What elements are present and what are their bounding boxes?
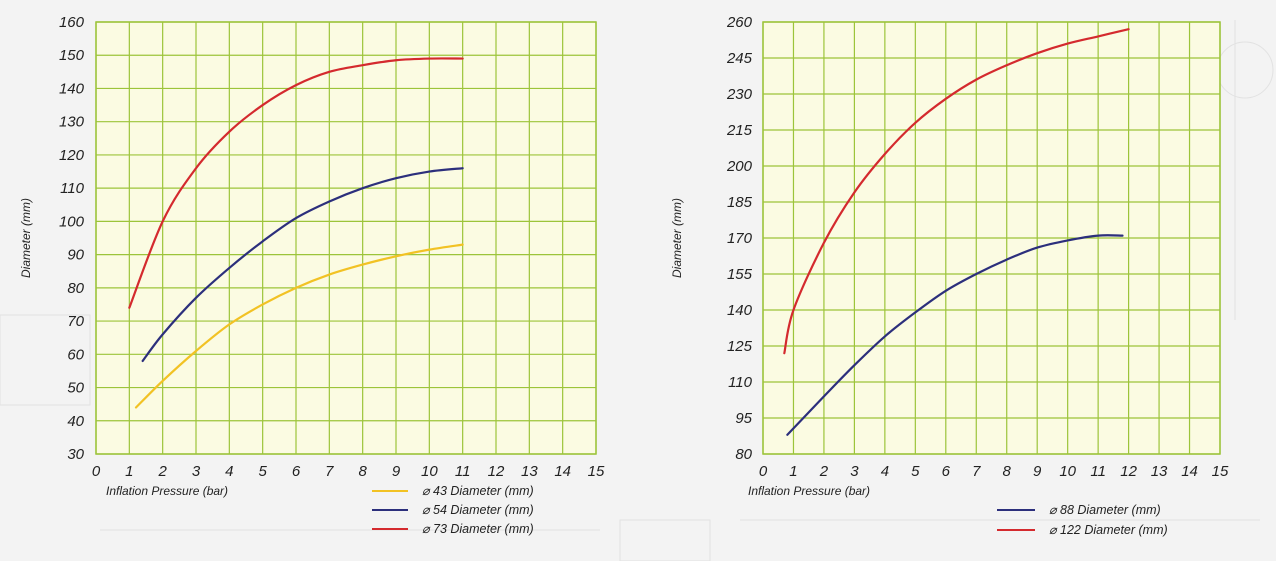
x-tick-label: 7: [972, 463, 981, 480]
y-tick-label: 90: [67, 247, 84, 264]
x-axis-title: Inflation Pressure (bar): [106, 484, 228, 498]
y-tick-label: 95: [735, 410, 752, 427]
x-tick-label: 11: [455, 463, 471, 480]
y-tick-label: 70: [67, 313, 84, 330]
x-tick-label: 12: [488, 463, 505, 480]
x-tick-label: 3: [192, 463, 201, 480]
y-tick-label: 100: [59, 213, 85, 230]
x-tick-label: 3: [850, 463, 859, 480]
legend-label: ⌀ 88 Diameter (mm): [1049, 503, 1161, 517]
y-tick-label: 200: [726, 158, 753, 175]
y-tick-label: 110: [728, 374, 753, 391]
series-line-2: [783, 28, 1130, 355]
y-tick-label: 40: [67, 413, 84, 430]
x-tick-label: 2: [819, 463, 829, 480]
y-tick-label: 110: [60, 180, 85, 197]
x-tick-label: 15: [588, 463, 605, 480]
x-tick-label: 6: [942, 463, 951, 480]
chart-1: 0 1 2 3 4 5 6 7 8 9 10 11 12 13 14 15304050607080901001…: [19, 14, 605, 536]
y-tick-label: 150: [59, 47, 85, 64]
x-tick-label: 14: [1181, 463, 1198, 480]
x-tick-label: 8: [358, 463, 367, 480]
background-sketch: [0, 20, 1274, 561]
x-tick-label: 5: [258, 463, 267, 480]
x-axis-title: Inflation Pressure (bar): [748, 484, 870, 498]
y-tick-label: 120: [59, 147, 85, 164]
plot-border: [95, 21, 597, 455]
x-tick-label: 8: [1003, 463, 1012, 480]
y-tick-label: 215: [726, 122, 753, 139]
y-tick-label: 185: [727, 194, 753, 211]
y-tick-label: 50: [67, 380, 84, 397]
y-tick-label: 80: [67, 280, 84, 297]
series-line-2: [141, 167, 464, 363]
x-tick-label: 10: [1059, 463, 1076, 480]
x-tick-label: 10: [421, 463, 438, 480]
y-tick-label: 125: [727, 338, 753, 355]
x-tick-label: 13: [1151, 463, 1168, 480]
x-tick-label: 5: [911, 463, 920, 480]
plot-border: [762, 21, 1221, 455]
chart-2: 0 1 2 3 4 5 6 7 8 9 10 11 12 13 14 15809511012514015517…: [670, 14, 1229, 537]
x-tick-label: 12: [1120, 463, 1137, 480]
legend-label: ⌀ 54 Diameter (mm): [422, 503, 534, 517]
y-tick-label: 160: [59, 14, 85, 31]
legend-label: ⌀ 122 Diameter (mm): [1049, 523, 1168, 537]
series-line-3: [128, 57, 464, 309]
y-tick-label: 230: [726, 86, 753, 103]
plot-area: [96, 22, 596, 454]
x-tick-label: 0: [759, 463, 768, 480]
x-tick-label: 4: [881, 463, 889, 480]
series-line-1: [786, 234, 1124, 436]
y-axis-title: Diameter (mm): [670, 198, 684, 278]
legend-label: ⌀ 73 Diameter (mm): [422, 522, 534, 536]
x-tick-label: 15: [1212, 463, 1229, 480]
x-tick-label: 0: [92, 463, 101, 480]
x-tick-label: 13: [521, 463, 538, 480]
y-tick-label: 130: [59, 114, 85, 131]
legend: ⌀ 88 Diameter (mm) ⌀ 122 Diameter (mm): [997, 503, 1168, 537]
y-axis-title: Diameter (mm): [19, 198, 33, 278]
y-tick-label: 140: [59, 80, 85, 97]
x-tick-label: 4: [225, 463, 233, 480]
series-line-1: [134, 243, 464, 409]
x-tick-label: 9: [392, 463, 401, 480]
x-tick-label: 14: [554, 463, 571, 480]
y-tick-label: 140: [727, 302, 753, 319]
y-tick-label: 170: [727, 230, 753, 247]
y-tick-label: 80: [735, 446, 752, 463]
y-tick-label: 155: [727, 266, 753, 283]
legend-label: ⌀ 43 Diameter (mm): [422, 484, 534, 498]
x-tick-label: 9: [1033, 463, 1042, 480]
x-tick-label: 11: [1090, 463, 1106, 480]
y-tick-label: 60: [67, 346, 84, 363]
x-tick-label: 6: [292, 463, 301, 480]
x-tick-label: 7: [325, 463, 334, 480]
x-tick-label: 1: [125, 463, 133, 480]
legend: ⌀ 43 Diameter (mm) ⌀ 54 Diameter (mm) ⌀ 73…: [372, 484, 534, 536]
x-tick-label: 1: [789, 463, 797, 480]
y-tick-label: 245: [726, 50, 753, 67]
y-tick-label: 260: [726, 14, 753, 31]
y-tick-label: 30: [67, 446, 84, 463]
x-tick-label: 2: [157, 463, 167, 480]
